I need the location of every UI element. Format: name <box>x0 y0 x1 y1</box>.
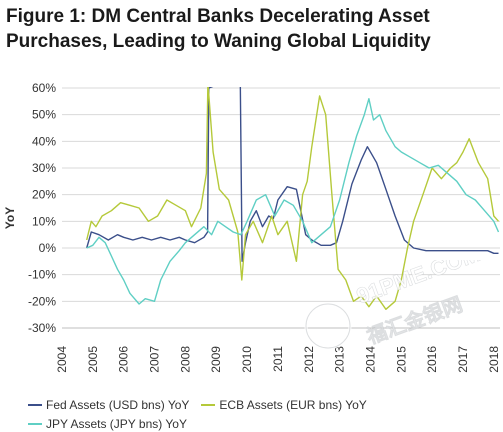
y-tick-label: 0% <box>39 241 57 255</box>
y-axis-label: YoY <box>3 207 17 229</box>
y-tick-label: 60% <box>32 81 56 95</box>
x-tick-label: 2014 <box>363 346 377 373</box>
watermark-circle-outline-icon <box>305 303 351 349</box>
grid-lines <box>62 87 500 329</box>
x-tick-label: 2012 <box>302 346 316 373</box>
x-tick-label: 2013 <box>333 346 347 373</box>
legend-label: ECB Assets (EUR bns) YoY <box>219 398 367 412</box>
series-line-1 <box>86 87 499 262</box>
y-tick-label: -30% <box>28 321 56 335</box>
x-tick-label: 2008 <box>178 346 192 373</box>
series-line-2 <box>86 87 500 310</box>
y-tick-label: 40% <box>32 134 56 148</box>
chart-legend: Fed Assets (USD bns) YoY ECB Assets (EUR … <box>28 394 498 432</box>
y-tick-label: 20% <box>32 188 56 202</box>
x-tick-label: 2006 <box>117 346 131 373</box>
x-axis-ticks: 2004 2005 2006 2007 2008 2009 2010 2011 2012 2013… <box>55 346 501 373</box>
series-lines <box>86 87 500 310</box>
x-tick-label: 2009 <box>209 346 223 373</box>
x-tick-label: 2017 <box>456 346 470 373</box>
legend-label: Fed Assets (USD bns) YoY <box>46 398 190 412</box>
x-tick-label: 2015 <box>394 346 408 373</box>
x-tick-label: 2007 <box>148 346 162 373</box>
legend-swatch <box>201 404 216 406</box>
y-tick-label: 30% <box>32 161 56 175</box>
y-tick-label: -10% <box>28 268 56 282</box>
y-tick-label: 50% <box>32 108 56 122</box>
x-tick-label: 2018 <box>487 346 501 373</box>
legend-swatch <box>28 404 42 406</box>
x-tick-label: 2005 <box>86 346 100 373</box>
watermark-circle-icon <box>304 302 352 350</box>
legend-item-1: Fed Assets (USD bns) YoY <box>28 397 189 413</box>
legend-label: JPY Assets (JPY bns) YoY <box>46 417 187 431</box>
watermark-domain: 91PME.COM <box>353 260 483 309</box>
series-line-3 <box>86 98 500 305</box>
y-tick-label: 10% <box>32 214 56 228</box>
legend-item-2: ECB Assets (EUR bns) YoY <box>201 397 367 413</box>
chart-title: Figure 1: DM Central Banks Decelerating … <box>6 6 431 52</box>
y-tick-label: -20% <box>28 294 56 308</box>
y-axis-ticks: -30% -20% -10% 0% 10% 20% 30% 40% 50% 60% <box>28 81 56 335</box>
x-tick-label: 2004 <box>55 346 69 373</box>
legend-swatch <box>28 423 42 425</box>
watermark-logo: 91PME.COM 福汇金银网 <box>304 260 484 350</box>
x-tick-label: 2010 <box>240 346 254 373</box>
x-tick-label: 2011 <box>271 346 285 372</box>
legend-item-3: JPY Assets (JPY bns) YoY <box>28 416 187 432</box>
x-tick-label: 2016 <box>425 346 439 373</box>
